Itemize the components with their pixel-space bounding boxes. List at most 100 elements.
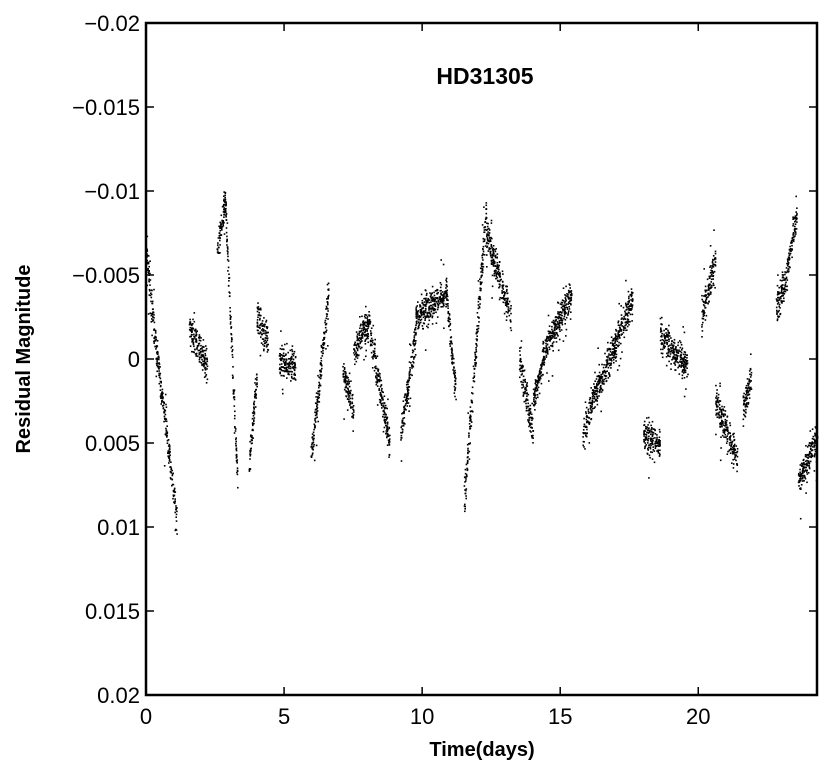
- data-point: [200, 356, 202, 359]
- data-point: [734, 454, 736, 456]
- data-point: [155, 345, 158, 347]
- data-point: [561, 314, 563, 317]
- data-point: [505, 311, 508, 313]
- data-point: [356, 349, 359, 352]
- data-point: [255, 397, 258, 399]
- data-point: [290, 373, 293, 376]
- data-point: [407, 383, 409, 386]
- data-point: [659, 431, 661, 433]
- data-point: [706, 296, 708, 299]
- data-point: [588, 416, 590, 419]
- data-point: [367, 327, 369, 330]
- data-point: [222, 203, 225, 206]
- data-point: [613, 337, 616, 340]
- data-point: [171, 474, 174, 477]
- data-point: [567, 311, 570, 314]
- data-point: [555, 324, 557, 326]
- data-point: [355, 355, 358, 357]
- data-point: [806, 471, 808, 473]
- data-point: [711, 265, 714, 268]
- data-point: [290, 355, 293, 358]
- data-point: [469, 425, 472, 427]
- data-point: [595, 393, 598, 395]
- data-point: [486, 238, 489, 240]
- data-point: [744, 415, 747, 418]
- data-point: [440, 298, 442, 300]
- data-point: [493, 272, 496, 275]
- data-point: [810, 455, 813, 457]
- data-point: [235, 457, 238, 459]
- data-point: [279, 367, 281, 369]
- data-point: [429, 304, 432, 307]
- data-point: [746, 402, 748, 404]
- data-point: [801, 471, 804, 474]
- data-point: [322, 349, 324, 352]
- data-point: [504, 301, 507, 304]
- data-point: [600, 387, 603, 390]
- data-point: [776, 318, 779, 320]
- data-point: [814, 426, 817, 428]
- data-point: [475, 349, 477, 351]
- data-point: [702, 310, 704, 313]
- data-point: [199, 361, 201, 363]
- data-point: [293, 372, 296, 375]
- data-point: [384, 413, 386, 416]
- data-point: [158, 358, 160, 361]
- data-point: [279, 372, 281, 375]
- data-point: [794, 220, 797, 222]
- data-point: [279, 371, 281, 374]
- data-point: [366, 317, 368, 320]
- data-point: [543, 364, 545, 366]
- data-point: [316, 403, 319, 406]
- data-point: [594, 400, 597, 402]
- data-point: [427, 300, 429, 303]
- data-point: [146, 284, 149, 287]
- data-point: [608, 364, 611, 367]
- data-point: [361, 315, 363, 318]
- data-point: [468, 423, 471, 425]
- data-point: [147, 261, 150, 264]
- data-point: [501, 297, 503, 299]
- data-point: [153, 329, 155, 331]
- data-point: [474, 365, 477, 367]
- data-point: [374, 355, 377, 357]
- data-point: [551, 331, 553, 334]
- data-point: [805, 466, 807, 469]
- data-point: [661, 335, 663, 337]
- data-point: [554, 323, 556, 325]
- data-point: [319, 362, 322, 364]
- data-point: [353, 354, 356, 356]
- data-point: [454, 375, 456, 377]
- data-point: [627, 303, 629, 305]
- data-point: [524, 381, 527, 383]
- data-point: [708, 289, 710, 291]
- data-point: [524, 378, 526, 381]
- data-point: [702, 315, 705, 318]
- data-point: [366, 335, 369, 337]
- data-point: [165, 403, 167, 406]
- data-point: [570, 299, 573, 302]
- data-point: [148, 288, 151, 291]
- data-point: [621, 325, 623, 327]
- data-point: [490, 219, 493, 222]
- data-point: [380, 400, 382, 402]
- data-point: [503, 295, 505, 297]
- data-point: [709, 266, 711, 268]
- data-point: [173, 487, 176, 490]
- data-point: [608, 359, 610, 361]
- data-point: [648, 444, 650, 446]
- data-point: [155, 348, 157, 350]
- data-point: [777, 316, 780, 318]
- data-point: [558, 319, 561, 322]
- data-point: [618, 341, 620, 344]
- data-point: [500, 278, 502, 281]
- data-point: [777, 274, 779, 276]
- data-point: [348, 396, 350, 398]
- data-point: [428, 299, 431, 301]
- data-point: [159, 372, 162, 375]
- data-point: [654, 441, 657, 443]
- data-point: [230, 326, 233, 328]
- data-point: [553, 322, 555, 325]
- data-point: [383, 411, 386, 413]
- data-point: [724, 422, 726, 425]
